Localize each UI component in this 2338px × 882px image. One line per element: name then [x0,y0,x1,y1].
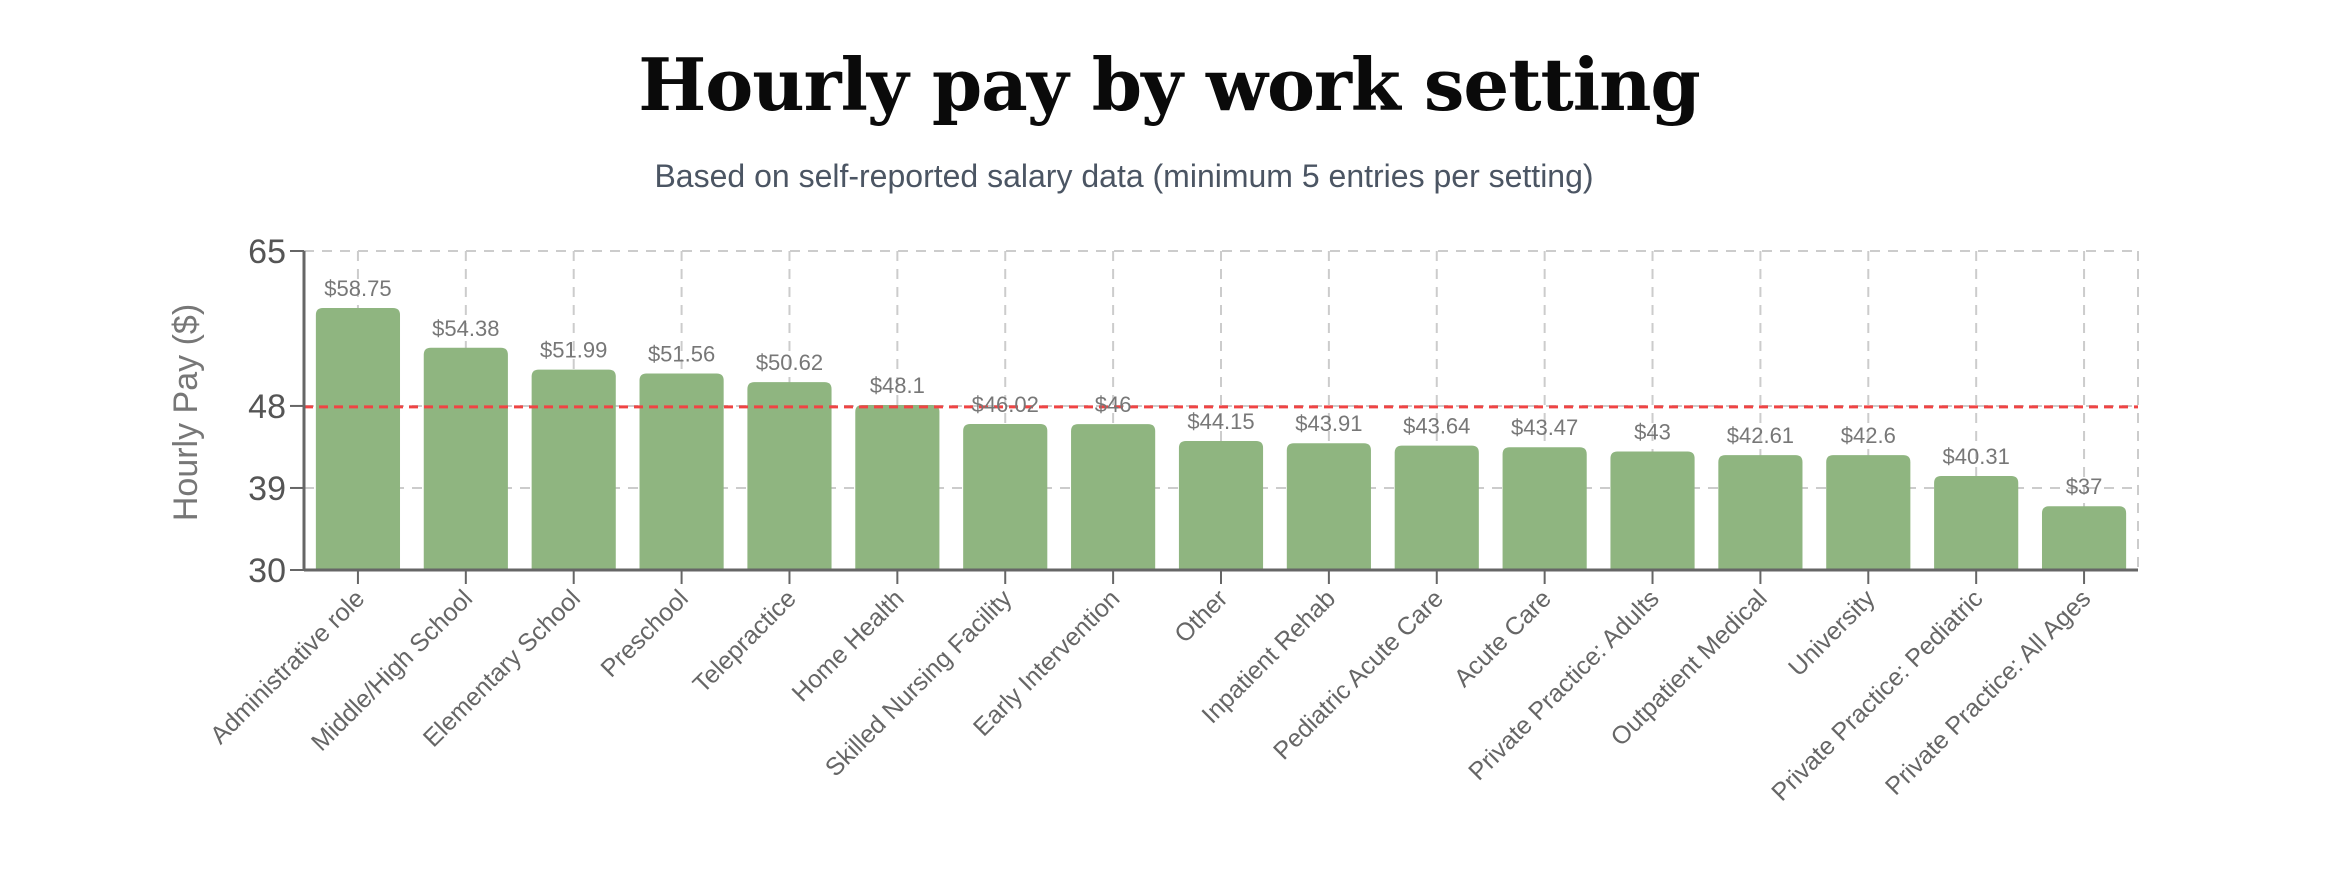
y-tick-label: 39 [248,470,286,508]
x-tick-label: Preschool [595,584,693,682]
x-tick-label: Private Practice: All Ages [1880,584,2096,800]
data-label: $43.64 [1403,414,1470,439]
data-label: $51.56 [648,341,715,366]
data-label: $43.91 [1295,411,1362,436]
x-tick-label: Private Practice: Pediatric [1766,584,1988,806]
bar [1934,476,2019,570]
bar [855,405,940,570]
data-label: $46.02 [972,392,1039,417]
x-tick-label: Acute Care [1449,584,1557,692]
x-tick-label: Telepractice [688,584,802,698]
bar [639,373,724,570]
bar [1286,443,1371,570]
x-tick-label: Private Practice: Adults [1463,584,1665,786]
bar [747,382,832,570]
data-label: $42.6 [1841,423,1896,448]
y-tick-label: 65 [248,233,286,271]
data-label: $50.62 [756,350,823,375]
data-labels: $58.75 $54.38 $51.99 $51.56 $50.62 $48.1 $46.0… [324,276,2102,499]
bar [1826,455,1911,570]
bars [315,307,2127,570]
chart-subtitle: Based on self-reported salary data (mini… [654,158,1594,194]
bar [423,347,508,570]
data-label: $40.31 [1943,444,2010,469]
bar [1502,447,1587,570]
chart-title: Hourly pay by work setting [638,42,1701,127]
bar [2041,506,2127,570]
bar [1718,455,1803,570]
y-tick-label: 30 [248,552,286,590]
data-label: $54.38 [432,316,499,341]
bar [1071,424,1156,570]
y-tick-label: 48 [248,388,286,426]
data-label: $44.15 [1187,409,1254,434]
x-tick-label: Skilled Nursing Facility [820,584,1018,782]
x-tick-label: Other [1169,584,1233,648]
x-tick-label: Home Health [787,584,910,707]
data-label: $42.61 [1727,423,1794,448]
y-axis-title: Hourly Pay ($) [167,304,205,521]
bar [963,423,1048,570]
bar [531,369,616,570]
bar [1178,441,1264,570]
data-label: $43.47 [1511,415,1578,440]
data-label: $43 [1634,420,1671,445]
data-label: $48.1 [870,373,925,398]
bar [315,307,401,570]
bar [1610,451,1695,570]
data-label: $46 [1095,392,1132,417]
data-label: $37 [2066,474,2103,499]
data-label: $51.99 [540,338,607,363]
x-tick-label: University [1783,584,1881,682]
data-label: $58.75 [324,276,391,301]
bar [1394,445,1479,570]
